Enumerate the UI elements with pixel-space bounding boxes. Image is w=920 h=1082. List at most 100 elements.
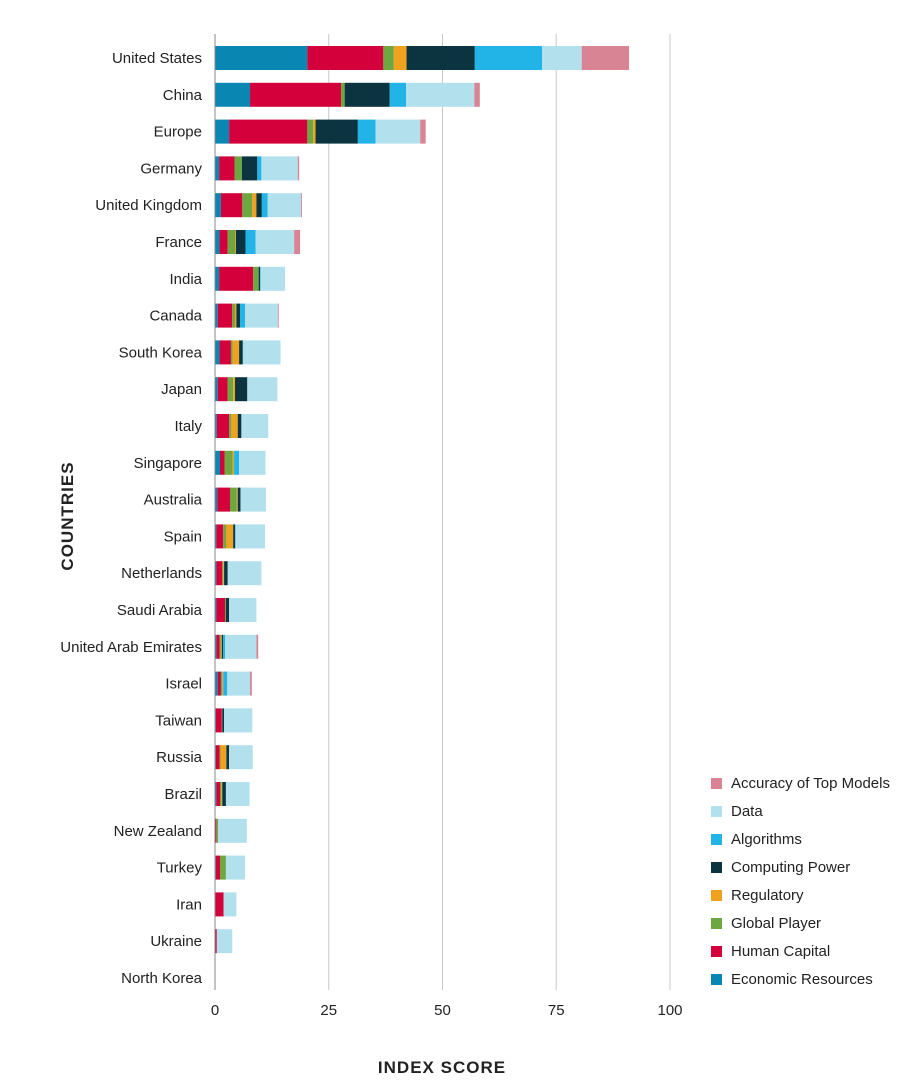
bar-turkey-global-player <box>220 855 226 880</box>
bar-united-kingdom-regulatory <box>252 193 257 218</box>
bar-saudi-arabia-data <box>229 598 257 622</box>
bar-australia-computing-power <box>237 487 241 512</box>
bar-netherlands-regulatory <box>223 561 225 586</box>
bar-spain-economic-resources <box>215 524 217 549</box>
legend-swatch-human-capital <box>711 946 722 957</box>
legend-swatch-data <box>711 806 722 817</box>
bar-israel-human-capital <box>217 671 221 696</box>
category-label: Taiwan <box>155 712 202 729</box>
bar-russia-global-player <box>219 745 221 770</box>
bar-india-computing-power <box>258 266 261 291</box>
bar-singapore-algorithms <box>234 450 240 475</box>
bar-europe-accuracy-of-top-models <box>420 119 426 144</box>
bar-singapore-global-player <box>224 450 233 475</box>
bar-united-arab-emirates-accuracy-of-top-models <box>256 634 259 659</box>
category-label: Spain <box>164 528 202 545</box>
bar-saudi-arabia-computing-power <box>225 598 230 622</box>
bar-russia-regulatory <box>220 745 227 770</box>
category-label: Germany <box>140 160 202 177</box>
bar-singapore-economic-resources <box>215 450 221 475</box>
legend-swatch-algorithms <box>711 834 722 845</box>
legend-swatch-accuracy-of-top-models <box>711 778 722 789</box>
bar-united-states-regulatory <box>393 46 407 70</box>
bar-japan-global-player <box>227 377 234 402</box>
category-label: Singapore <box>134 455 202 472</box>
bar-singapore-regulatory <box>232 450 235 475</box>
category-label: Turkey <box>157 860 203 877</box>
category-label: Brazil <box>164 786 202 803</box>
bar-united-states-algorithms <box>474 46 543 70</box>
bar-canada-human-capital <box>217 303 233 328</box>
legend-label-human-capital: Human Capital <box>731 943 830 960</box>
bars <box>215 46 630 954</box>
bar-australia-economic-resources <box>215 487 218 512</box>
category-label: United Kingdom <box>95 197 202 214</box>
bar-germany-accuracy-of-top-models <box>297 156 300 181</box>
category-label: Israel <box>165 676 202 693</box>
x-tick-label: 100 <box>657 1002 682 1019</box>
bar-united-kingdom-computing-power <box>256 193 262 218</box>
bar-israel-economic-resources <box>215 671 218 696</box>
bar-united-states-human-capital <box>307 46 384 70</box>
y-axis-title: COUNTRIES <box>58 461 77 570</box>
x-tick-label: 25 <box>320 1002 337 1019</box>
category-label: South Korea <box>119 344 203 361</box>
bar-united-arab-emirates-algorithms <box>223 634 226 659</box>
bar-europe-regulatory <box>313 119 316 144</box>
bar-israel-regulatory <box>222 671 224 696</box>
bar-italy-human-capital <box>216 414 230 438</box>
gridlines <box>328 34 671 990</box>
category-label: North Korea <box>121 970 203 987</box>
category-labels: United States China Europe Germany United Ki… <box>60 50 202 987</box>
legend: Accuracy of Top Models Data Algorithms Comp… <box>711 775 890 988</box>
bar-ukraine-data <box>216 929 233 954</box>
category-label: Japan <box>161 381 202 398</box>
category-label: Iran <box>176 896 202 913</box>
bar-saudi-arabia-human-capital <box>216 598 226 622</box>
bar-germany-data <box>261 156 298 181</box>
bar-china-economic-resources <box>215 82 251 107</box>
bar-south-korea-human-capital <box>219 340 231 365</box>
bar-united-arab-emirates-global-player <box>219 634 221 659</box>
bar-canada-global-player <box>232 303 236 328</box>
bar-south-korea-global-player <box>230 340 233 365</box>
bar-canada-accuracy-of-top-models <box>277 303 279 328</box>
legend-label-accuracy-of-top-models: Accuracy of Top Models <box>731 775 890 792</box>
bar-turkey-data <box>225 855 246 880</box>
bar-saudi-arabia-global-player <box>225 598 226 622</box>
bar-south-korea-economic-resources <box>215 340 220 365</box>
bar-europe-data <box>375 119 421 144</box>
bar-germany-computing-power <box>241 156 258 181</box>
bar-canada-data <box>245 303 278 328</box>
bar-germany-economic-resources <box>215 156 220 181</box>
bar-saudi-arabia-economic-resources <box>215 598 217 622</box>
bar-netherlands-global-player <box>222 561 224 586</box>
bar-taiwan-computing-power <box>222 708 225 733</box>
bar-germany-human-capital <box>219 156 235 181</box>
bar-ukraine-human-capital <box>215 929 217 954</box>
bar-united-states-computing-power <box>406 46 475 70</box>
bar-italy-data <box>241 414 269 438</box>
category-label: Canada <box>149 308 202 325</box>
bar-netherlands-human-capital <box>216 561 223 586</box>
bar-united-states-global-player <box>383 46 394 70</box>
bar-united-kingdom-global-player <box>242 193 253 218</box>
legend-swatch-global-player <box>711 918 722 929</box>
bar-israel-global-player <box>220 671 223 696</box>
bar-france-computing-power <box>235 230 246 254</box>
bar-france-accuracy-of-top-models <box>294 230 301 254</box>
bar-iran-data <box>223 892 237 917</box>
x-tick-labels: 0 25 50 75 100 <box>211 1002 683 1019</box>
category-label: Saudi Arabia <box>117 602 203 619</box>
bar-netherlands-computing-power <box>224 561 228 586</box>
category-label: India <box>169 271 202 288</box>
bar-iran-human-capital <box>215 892 224 917</box>
bar-india-data <box>260 266 286 291</box>
bar-australia-human-capital <box>217 487 231 512</box>
bar-russia-data <box>229 745 253 770</box>
x-tick-label: 50 <box>434 1002 451 1019</box>
bar-italy-regulatory <box>231 414 238 438</box>
bar-china-human-capital <box>250 82 342 107</box>
bar-japan-human-capital <box>217 377 228 402</box>
bar-united-arab-emirates-human-capital <box>216 634 220 659</box>
